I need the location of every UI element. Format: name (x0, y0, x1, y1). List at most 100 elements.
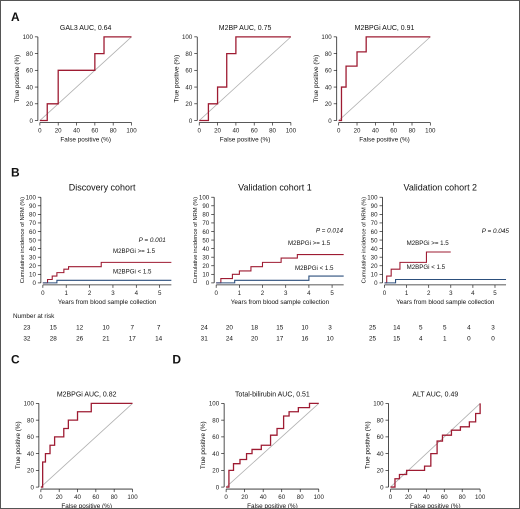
y-tick-label: 10 (202, 272, 209, 279)
risk-count: 3 (491, 325, 495, 332)
y-tick-label: 100 (209, 401, 220, 408)
x-tick-label: 0 (214, 290, 218, 297)
y-tick-label: 0 (380, 484, 384, 491)
y-tick-label: 100 (182, 34, 193, 41)
x-tick-label: 80 (110, 127, 117, 134)
curve-high (216, 254, 344, 284)
risk-count: 17 (276, 336, 284, 343)
x-tick-label: 2 (88, 290, 92, 297)
p-value: P = 0.045 (482, 228, 510, 235)
chart-5: Validation cohort 1010203040506070809010… (193, 182, 344, 343)
y-tick-label: 20 (325, 101, 332, 108)
risk-count: 16 (301, 336, 309, 343)
x-tick-label: 100 (286, 127, 297, 134)
y-axis-label: True positive (%) (173, 55, 180, 103)
x-tick-label: 20 (405, 494, 412, 501)
x-axis-label: False positive (%) (359, 136, 410, 143)
risk-count: 1 (443, 336, 447, 343)
y-tick-label: 80 (29, 212, 36, 219)
y-tick-label: 60 (26, 68, 33, 75)
x-tick-label: 40 (73, 127, 80, 134)
reference-diagonal (338, 36, 431, 121)
risk-count: 14 (155, 336, 163, 343)
x-tick-label: 0 (41, 290, 45, 297)
risk-table-label: Number at risk (13, 313, 55, 320)
x-tick-label: 40 (372, 127, 379, 134)
x-axis-label: False positive (%) (220, 136, 271, 143)
x-tick-label: 80 (459, 494, 466, 501)
y-tick-label: 80 (377, 417, 384, 424)
x-tick-label: 1 (65, 290, 69, 297)
y-tick-label: 80 (325, 51, 332, 58)
x-tick-label: 20 (354, 127, 361, 134)
y-tick-label: 40 (29, 246, 36, 253)
y-tick-label: 100 (367, 195, 378, 202)
y-tick-label: 0 (30, 484, 34, 491)
chart-title: M2BPGi AUC, 0.91 (355, 25, 415, 32)
x-tick-label: 0 (39, 494, 43, 501)
x-tick-label: 3 (449, 290, 453, 297)
y-tick-label: 60 (377, 434, 384, 441)
curve-low (216, 275, 344, 284)
risk-count: 24 (226, 336, 234, 343)
y-axis-label: True positive (%) (15, 421, 22, 469)
y-axis-label: True positive (%) (200, 421, 207, 469)
x-tick-label: 0 (383, 290, 387, 297)
y-tick-label: 50 (202, 237, 209, 244)
y-tick-label: 40 (377, 451, 384, 458)
legend-label-high: M2BPGi >= 1.5 (113, 248, 156, 255)
y-tick-label: 0 (206, 280, 210, 287)
x-tick-label: 100 (127, 494, 138, 501)
risk-count: 10 (327, 336, 335, 343)
risk-count: 12 (76, 325, 84, 332)
x-tick-label: 60 (390, 127, 397, 134)
legend-label-low: M2BPGi < 1.5 (295, 265, 334, 272)
p-value: P = 0.001 (139, 237, 166, 244)
chart-title: Validation cohort 2 (404, 182, 478, 192)
x-tick-label: 60 (278, 494, 285, 501)
x-tick-label: 4 (471, 290, 475, 297)
reference-diagonal (40, 403, 133, 488)
y-tick-label: 20 (27, 468, 34, 475)
curve-high (42, 261, 172, 284)
x-axis-label: False positive (%) (247, 503, 298, 509)
x-tick-label: 2 (261, 290, 265, 297)
x-tick-label: 100 (425, 127, 436, 134)
y-tick-label: 100 (199, 195, 210, 202)
y-tick-label: 0 (328, 118, 332, 125)
y-tick-label: 40 (185, 84, 192, 91)
y-tick-label: 80 (27, 417, 34, 424)
x-tick-label: 3 (284, 290, 288, 297)
chart-3: M2BPGi AUC, 0.91 0 20 40 60 80 100 0 20 40 60 80 100… (313, 25, 436, 144)
y-tick-label: 90 (29, 203, 36, 210)
chart-title: Validation cohort 1 (238, 182, 312, 192)
risk-count: 0 (491, 336, 495, 343)
reference-diagonal (390, 403, 481, 488)
y-tick-label: 10 (29, 272, 36, 279)
x-tick-label: 40 (260, 494, 267, 501)
chart-title: GAL3 AUC, 0.64 (60, 25, 112, 32)
chart-title: M2BP AUC, 0.75 (219, 25, 272, 32)
curve-low (384, 278, 507, 284)
x-tick-label: 5 (493, 290, 497, 297)
y-tick-label: 60 (185, 68, 192, 75)
x-tick-label: 40 (74, 494, 81, 501)
panel-letters: A B C D (11, 10, 181, 367)
risk-count: 24 (201, 325, 209, 332)
risk-count: 31 (201, 336, 209, 343)
risk-count: 4 (467, 325, 471, 332)
roc-curve (226, 402, 319, 488)
risk-count: 3 (328, 325, 332, 332)
y-tick-label: 20 (212, 468, 219, 475)
y-tick-label: 90 (371, 203, 378, 210)
x-tick-label: 60 (92, 494, 99, 501)
roc-curve (390, 403, 481, 488)
y-tick-label: 60 (27, 434, 34, 441)
y-tick-label: 40 (371, 246, 378, 253)
y-axis-label: Cumulative incidence of NRM (%) (20, 197, 26, 284)
x-tick-label: 0 (198, 127, 202, 134)
legend-label-low: M2BPGi < 1.5 (407, 264, 446, 271)
chart-9: ALT AUC, 0.49 0 20 40 60 80 100 0 20 40 60 80 100 Fal… (365, 391, 486, 508)
y-tick-label: 50 (29, 237, 36, 244)
